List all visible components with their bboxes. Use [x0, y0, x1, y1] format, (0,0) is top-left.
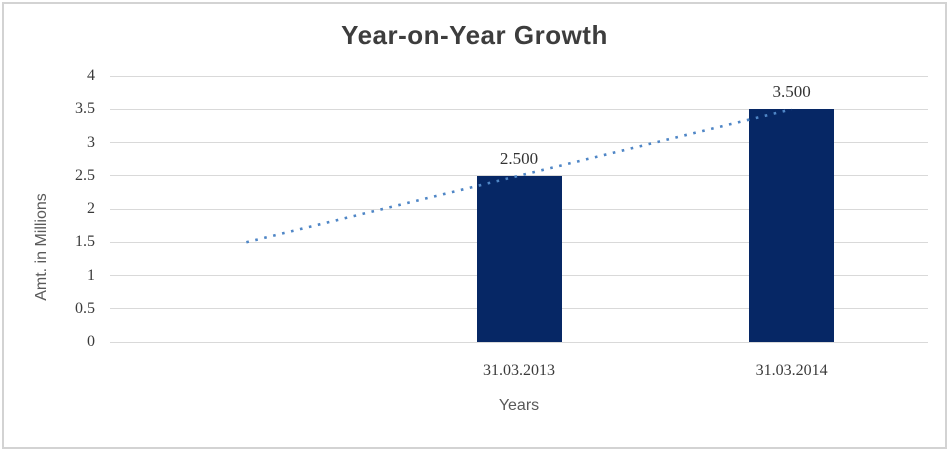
- y-tick-label: 0: [87, 333, 95, 350]
- y-tick-label: 2.5: [75, 166, 95, 184]
- y-tick-label: 4: [87, 67, 95, 84]
- y-tick-label: 1.5: [75, 233, 95, 251]
- bar: [749, 109, 835, 342]
- gridline: [110, 341, 928, 343]
- bar-value-label: 2.500: [499, 148, 539, 168]
- x-axis-title: Years: [498, 397, 540, 414]
- bar-value-label: 3.500: [772, 82, 811, 102]
- y-tick-label: 0.5: [75, 299, 95, 317]
- y-tick-label: 1: [87, 266, 95, 284]
- x-tick-label: 31.03.2014: [755, 362, 828, 379]
- gridline: [110, 75, 928, 77]
- y-tick-label: 2: [87, 200, 95, 217]
- chart-title: Year-on-Year Growth: [341, 20, 608, 50]
- x-tick-label: 31.03.2013: [483, 362, 555, 379]
- bar: [476, 175, 562, 342]
- y-tick-label: 3.5: [75, 100, 95, 118]
- y-tick-label: 3: [87, 133, 95, 151]
